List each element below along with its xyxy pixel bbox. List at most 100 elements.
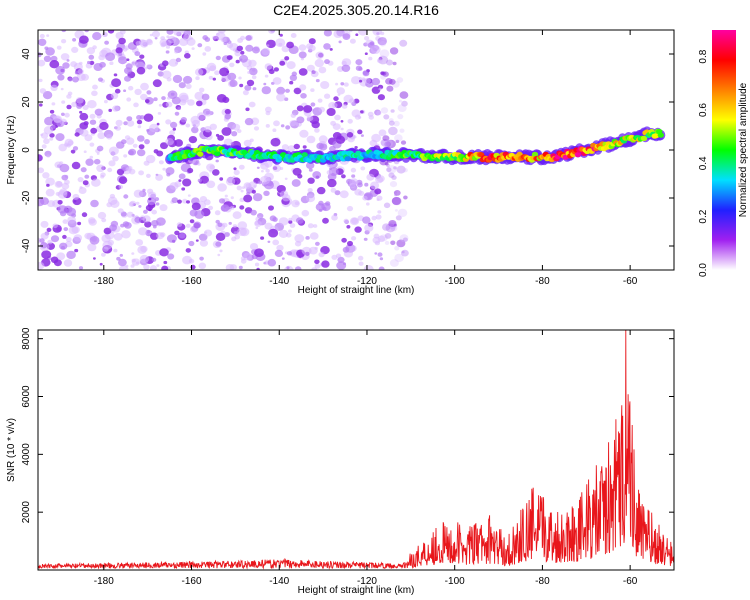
noise-blob	[239, 205, 245, 210]
noise-blob	[93, 63, 103, 71]
noise-blob	[349, 245, 357, 252]
noise-blob	[158, 103, 162, 107]
noise-blob	[389, 259, 399, 267]
noise-blob	[146, 129, 150, 132]
noise-blob	[274, 249, 283, 257]
x-tick-label: -80	[535, 276, 550, 287]
noise-blob	[154, 37, 158, 40]
noise-blob	[63, 227, 69, 232]
noise-blob	[111, 78, 122, 88]
noise-blob	[286, 266, 290, 270]
noise-blob	[151, 209, 157, 215]
noise-blob	[289, 223, 296, 228]
noise-blob	[301, 246, 312, 256]
noise-blob	[97, 132, 106, 140]
noise-blob	[276, 244, 284, 252]
noise-blob	[191, 47, 195, 50]
noise-blob	[100, 172, 106, 178]
noise-blob	[397, 104, 407, 112]
noise-blob	[123, 194, 129, 199]
noise-blob	[254, 262, 260, 267]
noise-blob	[76, 103, 83, 109]
noise-blob	[83, 150, 87, 153]
noise-blob	[56, 45, 62, 50]
noise-blob	[347, 240, 353, 247]
noise-blob	[226, 42, 234, 49]
noise-blob	[234, 50, 241, 57]
noise-blob	[197, 178, 202, 183]
noise-blob	[87, 100, 97, 109]
noise-blob	[325, 201, 331, 206]
noise-blob	[294, 234, 305, 243]
noise-blob	[41, 250, 52, 259]
noise-blob	[155, 174, 164, 181]
noise-blob	[151, 220, 159, 227]
noise-blob	[49, 59, 60, 69]
noise-blob	[368, 56, 373, 61]
noise-blob	[135, 201, 140, 205]
noise-blob	[117, 208, 124, 214]
noise-blob	[400, 140, 407, 145]
noise-blob	[77, 221, 82, 226]
noise-blob	[107, 167, 113, 173]
x-tick-label: -160	[182, 576, 202, 587]
noise-blob	[399, 39, 408, 47]
noise-blob	[310, 88, 315, 92]
noise-blob	[132, 143, 138, 148]
noise-blob	[113, 248, 118, 253]
noise-blob	[165, 119, 172, 125]
noise-blob	[161, 96, 166, 101]
noise-blob	[116, 256, 121, 261]
noise-blob	[360, 166, 366, 171]
noise-blob	[401, 249, 409, 257]
noise-blob	[386, 85, 394, 92]
noise-blob	[212, 35, 217, 40]
noise-blob	[331, 254, 338, 260]
noise-blob	[139, 54, 145, 59]
noise-blob	[396, 239, 406, 248]
noise-blob	[264, 160, 273, 168]
colorbar-tick-label: 0.6	[698, 103, 709, 117]
noise-blob	[75, 97, 84, 104]
noise-blob	[247, 71, 251, 74]
noise-blob	[394, 245, 400, 251]
noise-blob	[346, 132, 354, 138]
noise-blob	[73, 234, 83, 242]
noise-blob	[126, 211, 134, 218]
noise-blob	[88, 54, 95, 60]
noise-blob	[217, 183, 227, 192]
noise-blob	[183, 33, 192, 42]
noise-blob	[322, 207, 327, 211]
ridge-core	[657, 132, 664, 138]
noise-blob	[138, 144, 145, 150]
noise-blob	[222, 96, 230, 103]
noise-blob	[91, 178, 101, 187]
y-axis-label: Frequency (Hz)	[6, 116, 17, 185]
noise-blob	[288, 229, 292, 233]
noise-blob	[83, 121, 89, 126]
noise-blob	[158, 160, 164, 165]
y-tick-label: -20	[21, 190, 32, 205]
noise-blob	[253, 126, 260, 131]
noise-blob	[137, 245, 147, 254]
noise-blob	[103, 227, 112, 235]
snr-line	[38, 330, 674, 570]
noise-blob	[104, 40, 109, 45]
noise-blob	[39, 33, 45, 39]
noise-blob	[323, 30, 332, 37]
noise-blob	[113, 73, 118, 77]
noise-blob	[253, 193, 263, 202]
x-tick-label: -100	[445, 276, 465, 287]
noise-blob	[245, 107, 250, 112]
noise-blob	[167, 253, 175, 260]
noise-blob	[118, 258, 127, 267]
noise-blob	[293, 143, 300, 150]
noise-blob	[138, 170, 145, 176]
noise-blob	[332, 102, 338, 108]
noise-blob	[215, 159, 219, 163]
noise-blob	[120, 223, 125, 228]
noise-blob	[131, 60, 138, 67]
noise-blob	[289, 74, 298, 82]
noise-blob	[208, 75, 214, 80]
noise-blob	[340, 127, 344, 131]
